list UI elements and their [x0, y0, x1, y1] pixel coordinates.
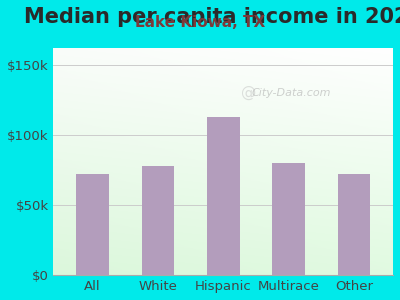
Text: Lake Kiowa, TX: Lake Kiowa, TX: [135, 15, 265, 30]
Bar: [207, 117, 240, 275]
Text: @: @: [241, 85, 256, 100]
Title: Median per capita income in 2022: Median per capita income in 2022: [24, 7, 400, 27]
Bar: [338, 174, 370, 275]
Bar: [272, 163, 305, 275]
Text: City-Data.com: City-Data.com: [252, 88, 331, 98]
Bar: [142, 166, 174, 275]
Bar: [76, 174, 109, 275]
